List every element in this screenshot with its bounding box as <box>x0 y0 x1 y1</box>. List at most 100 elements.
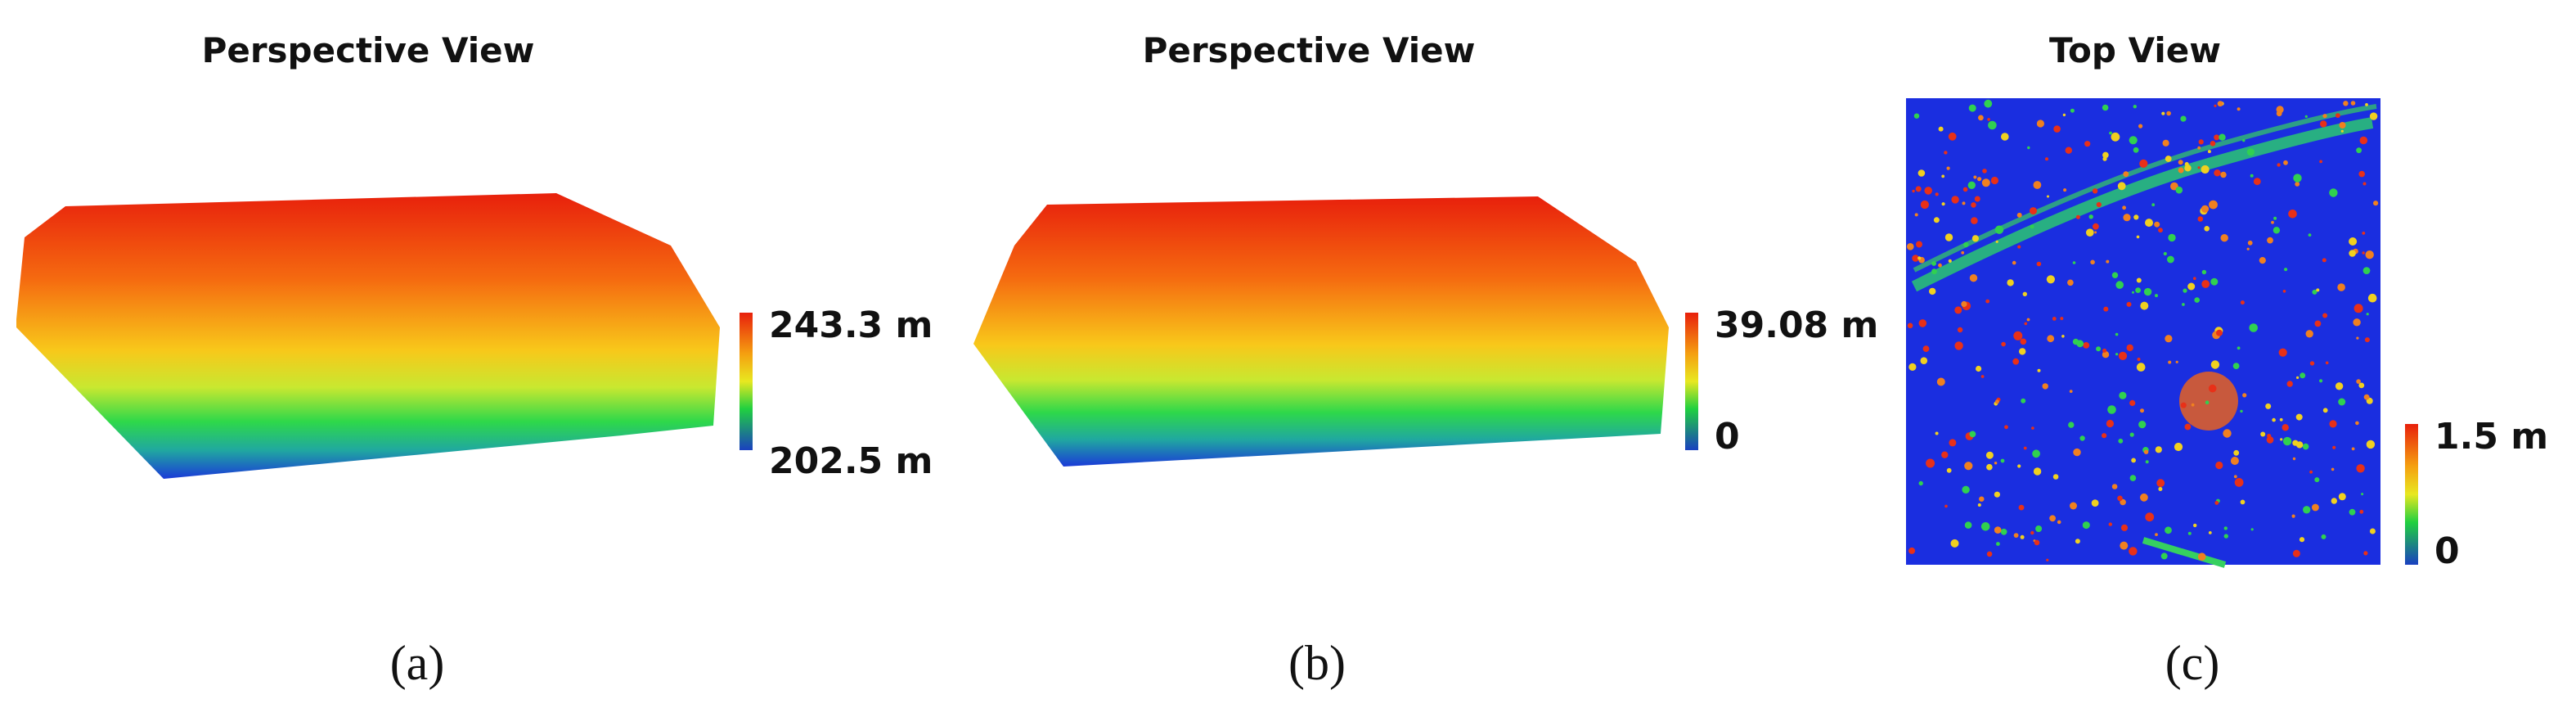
speckle <box>2246 247 2250 250</box>
speckle <box>2207 150 2211 154</box>
speckle <box>1987 118 1990 121</box>
speckle <box>2133 105 2137 109</box>
speckle <box>2220 234 2228 242</box>
speckle <box>2282 436 2292 446</box>
speckle <box>2292 457 2296 461</box>
speckle <box>2052 317 2057 321</box>
speckle <box>1935 431 1939 435</box>
speckle <box>2037 368 2041 372</box>
speckle <box>2067 279 2074 286</box>
speckle <box>2201 280 2210 288</box>
speckle <box>2000 528 2007 535</box>
speckle <box>2182 303 2185 306</box>
speckle <box>1964 462 1973 471</box>
speckle <box>1957 327 1963 333</box>
speckle <box>2272 417 2276 422</box>
speckle <box>1951 196 1959 204</box>
speckle <box>1920 357 1928 365</box>
speckle <box>2165 156 2172 162</box>
speckle <box>2132 291 2134 294</box>
speckle <box>2197 166 2201 169</box>
speckle <box>2088 214 2093 219</box>
speckle <box>2161 111 2165 115</box>
speckle <box>2075 214 2080 219</box>
speckle <box>2047 195 2049 198</box>
colorbar-min: 0 <box>2434 530 2460 572</box>
speckle <box>2299 537 2305 543</box>
speckle <box>2119 391 2127 399</box>
speckle <box>2175 360 2178 363</box>
speckle <box>2353 304 2363 313</box>
speckle <box>2214 104 2217 107</box>
speckle <box>2140 493 2148 502</box>
speckle <box>2331 467 2335 471</box>
speckle <box>2286 381 2293 387</box>
speckle <box>1941 451 1949 458</box>
speckle <box>2197 552 2206 561</box>
speckle <box>2233 449 2240 456</box>
speckle <box>2340 129 2344 133</box>
speckle <box>2016 212 2022 218</box>
speckle <box>2061 335 2065 338</box>
speckle <box>2057 520 2061 525</box>
speckle <box>1918 480 1923 486</box>
speckle <box>2166 110 2171 116</box>
speckle <box>2353 318 2361 327</box>
speckle <box>2030 530 2034 535</box>
speckle <box>2215 461 2223 470</box>
speckle <box>2053 125 2061 133</box>
speckle <box>2237 107 2241 111</box>
panel-title: Perspective View <box>202 30 535 70</box>
speckle <box>2240 499 2246 505</box>
speckle <box>2108 522 2112 526</box>
speckle <box>2145 512 2155 522</box>
speckle <box>2178 167 2184 174</box>
speckle <box>1969 431 1976 438</box>
speckle <box>2156 479 2165 488</box>
speckle <box>2032 449 2041 458</box>
speckle <box>2126 344 2133 352</box>
speckle <box>2276 106 2284 114</box>
speckle <box>2319 160 2323 164</box>
speckle <box>2184 423 2192 431</box>
speckle <box>1912 255 1919 262</box>
speckle <box>2000 458 2005 463</box>
speckle <box>2092 188 2098 194</box>
speckle <box>2337 283 2345 291</box>
speckle <box>2129 547 2138 556</box>
speckle <box>1994 399 1999 404</box>
speckle <box>2084 141 2091 147</box>
speckle <box>2090 259 2095 265</box>
speckle <box>2356 464 2365 473</box>
speckle <box>1917 256 1922 260</box>
speckle <box>2122 205 2127 210</box>
speckle <box>2309 361 2315 366</box>
speckle <box>1944 504 1948 508</box>
speckle <box>2292 549 2300 557</box>
speckle <box>1944 233 1953 241</box>
speckle <box>2034 539 2040 546</box>
speckle <box>1918 319 1927 327</box>
speckle <box>2259 257 2266 264</box>
speckle <box>2017 245 2021 249</box>
speckle <box>2335 382 2344 390</box>
speckle <box>2140 301 2149 310</box>
speckle <box>2267 434 2272 439</box>
speckle <box>2280 438 2283 441</box>
speckle <box>2265 403 2272 409</box>
speckle <box>2373 201 2379 206</box>
speckle <box>1929 287 1936 295</box>
speckle <box>2022 291 2027 296</box>
panel-b: Perspective View 39.08 m 0 (b) <box>973 30 1878 690</box>
speckle <box>2338 398 2346 406</box>
speckle <box>2013 331 2023 340</box>
speckle <box>2155 446 2162 453</box>
speckle <box>2288 209 2297 219</box>
speckle <box>2155 294 2158 298</box>
speckle <box>1962 187 1968 192</box>
speckle <box>1938 126 1944 132</box>
speckle <box>2086 228 2094 237</box>
speckle <box>2295 182 2300 187</box>
speckle <box>2012 260 2016 265</box>
